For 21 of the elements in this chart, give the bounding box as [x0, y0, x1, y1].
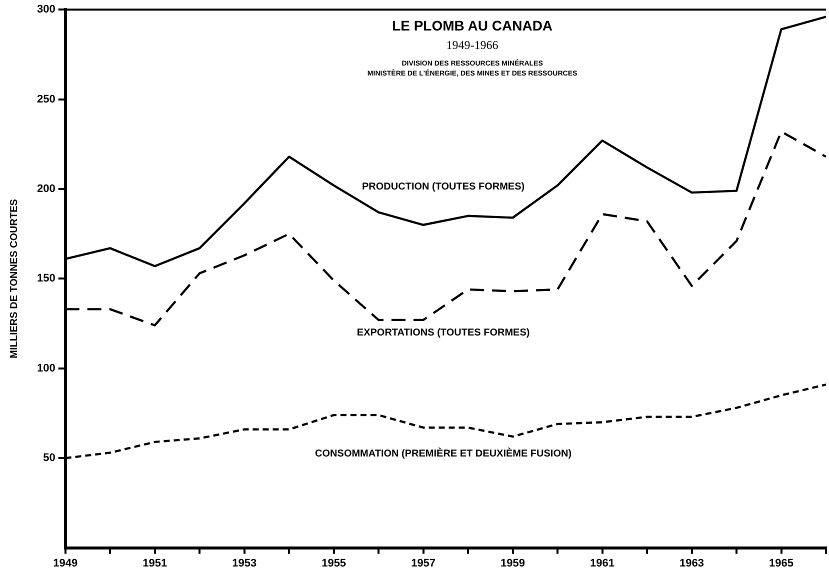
y-tick-label: 300 — [36, 4, 56, 16]
x-tick-label: 1961 — [590, 557, 615, 570]
y-tick-label: 150 — [36, 272, 56, 285]
text: CONSOMMATION (PREMIÈRE ET DEUXIÈME FUSION) — [315, 447, 572, 460]
y-axis-title: MILLIERS DE TONNES COURTES — [8, 198, 20, 358]
x-tick-label: 1965 — [769, 557, 794, 570]
x-tick-label: 1963 — [680, 557, 704, 570]
y-tick-label: 50 — [43, 452, 56, 464]
x-tick-label: 1957 — [411, 557, 436, 570]
x-tick-label: 1959 — [500, 557, 526, 570]
y-tick-label: 200 — [36, 183, 56, 196]
text: EXPORTATIONS (TOUTES FORMES) — [356, 328, 530, 339]
y-tick-label: 250 — [36, 93, 56, 106]
y-tick-label: 100 — [36, 362, 56, 374]
x-tick-label: 1953 — [232, 557, 257, 570]
x-tick-label: 1955 — [322, 557, 346, 570]
x-tick-label: 1951 — [142, 557, 168, 570]
x-tick-label: 1949 — [53, 557, 78, 570]
series-label: PRODUCTION (TOUTES FORMES) — [362, 182, 525, 193]
text: LE PLOMB AU CANADA — [392, 17, 553, 34]
text: 1949-1966 — [446, 38, 498, 52]
